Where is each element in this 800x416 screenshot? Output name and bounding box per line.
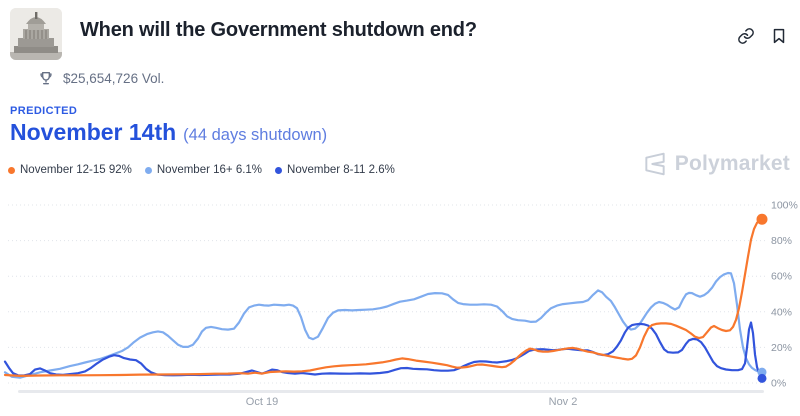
polymarket-watermark[interactable]: Polymarket [642, 151, 790, 177]
series-endpoint-november-12-15 [756, 213, 768, 225]
watermark-text: Polymarket [674, 152, 790, 175]
legend-item-november-16-plus[interactable]: November 16+ 6.1% [144, 164, 263, 176]
legend-dot-light-blue [144, 166, 152, 174]
legend-label: November 8-11 2.6% [287, 164, 395, 176]
legend-dot-dark-blue [275, 166, 283, 174]
predicted-outcome: November 14th [10, 119, 177, 145]
legend-label: November 16+ 6.1% [156, 164, 263, 176]
link-icon [738, 28, 754, 44]
y-axis-label: 60% [771, 271, 792, 283]
series-line-november-8-11 [3, 321, 764, 380]
bookmark-button[interactable] [770, 27, 788, 45]
y-axis-label: 20% [771, 342, 792, 354]
series-endpoint-november-16-plus [757, 367, 767, 377]
y-axis-label: 0% [771, 378, 786, 390]
capitol-building-image [10, 8, 62, 60]
chart-scrollbar-track[interactable] [18, 390, 764, 393]
y-axis-label: 100% [771, 200, 798, 212]
trophy-icon [40, 72, 52, 85]
predicted-label: PREDICTED [10, 105, 78, 117]
legend-dot-orange [8, 166, 15, 174]
page-title: When will the Government shutdown end? [80, 19, 477, 41]
predicted-duration: (44 days shutdown) [183, 126, 328, 144]
bookmark-icon [773, 28, 785, 44]
copy-link-button[interactable] [737, 27, 755, 45]
x-axis-label: Oct 19 [246, 396, 278, 408]
legend-item-november-8-11[interactable]: November 8-11 2.6% [275, 164, 395, 176]
legend-label: November 12-15 92% [20, 164, 132, 176]
y-axis-label: 40% [771, 306, 792, 318]
polymarket-logo-icon [645, 152, 665, 176]
x-axis-label: Nov 2 [549, 396, 578, 408]
series-line-november-12-15 [3, 218, 764, 377]
market-thumbnail-capitol [10, 8, 62, 60]
series-line-november-16-plus [3, 271, 764, 379]
series-endpoint-november-8-11 [757, 373, 767, 383]
volume-text: $25,654,726 Vol. [63, 70, 165, 86]
legend-item-november-12-15[interactable]: November 12-15 92% [8, 164, 132, 176]
chart-legend: November 12-15 92% November 16+ 6.1% Nov… [8, 164, 395, 176]
y-axis-label: 80% [771, 235, 792, 247]
